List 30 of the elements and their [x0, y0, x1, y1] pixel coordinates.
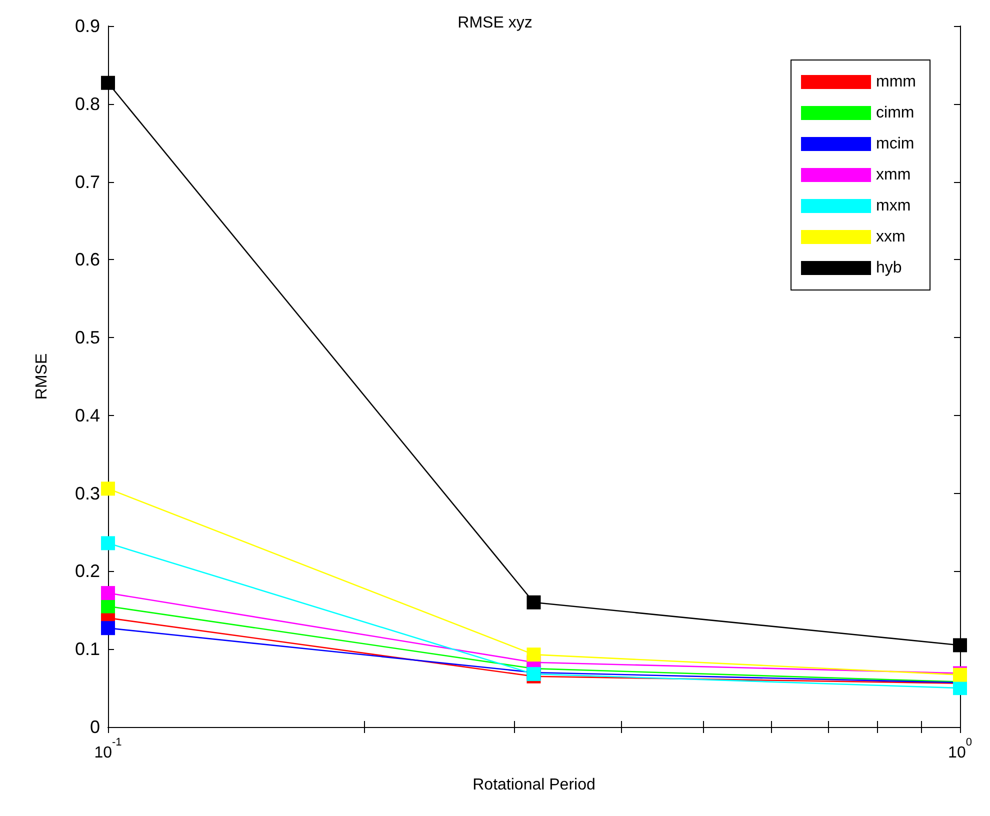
legend-label: xxm — [876, 228, 906, 246]
y-tick-label: 0.2 — [74, 561, 100, 582]
y-tick-label: 0.9 — [74, 16, 100, 36]
point — [101, 482, 115, 496]
y-tick-label: 0.6 — [74, 250, 100, 270]
point — [101, 586, 115, 600]
x-axis-title: Rotational Period — [472, 776, 596, 794]
y-tick-label: 0.8 — [74, 94, 100, 114]
legend-label: hyb — [876, 260, 902, 276]
point — [101, 599, 115, 614]
y-tick-label: 0.3 — [74, 483, 100, 504]
y-tick-label: 0.5 — [74, 328, 100, 348]
point — [101, 536, 115, 550]
point — [526, 648, 541, 662]
legend-label: mcim — [876, 136, 914, 152]
point — [953, 681, 967, 696]
point — [526, 595, 541, 610]
legend-label: mmm — [876, 74, 916, 90]
legend-label: xmm — [876, 166, 911, 184]
point — [101, 76, 115, 90]
legend-label: mxm — [876, 198, 911, 214]
chart-title: RMSE xyz — [458, 14, 532, 32]
point — [953, 638, 967, 652]
y-tick-label: 0.4 — [74, 405, 100, 426]
y-tick-label: 0 — [90, 717, 100, 737]
point — [101, 621, 115, 636]
y-axis-title: RMSE — [34, 353, 50, 400]
y-tick-label: 0.7 — [74, 172, 100, 192]
legend-label: cimm — [876, 104, 914, 122]
y-tick-label: 0.1 — [74, 639, 100, 660]
